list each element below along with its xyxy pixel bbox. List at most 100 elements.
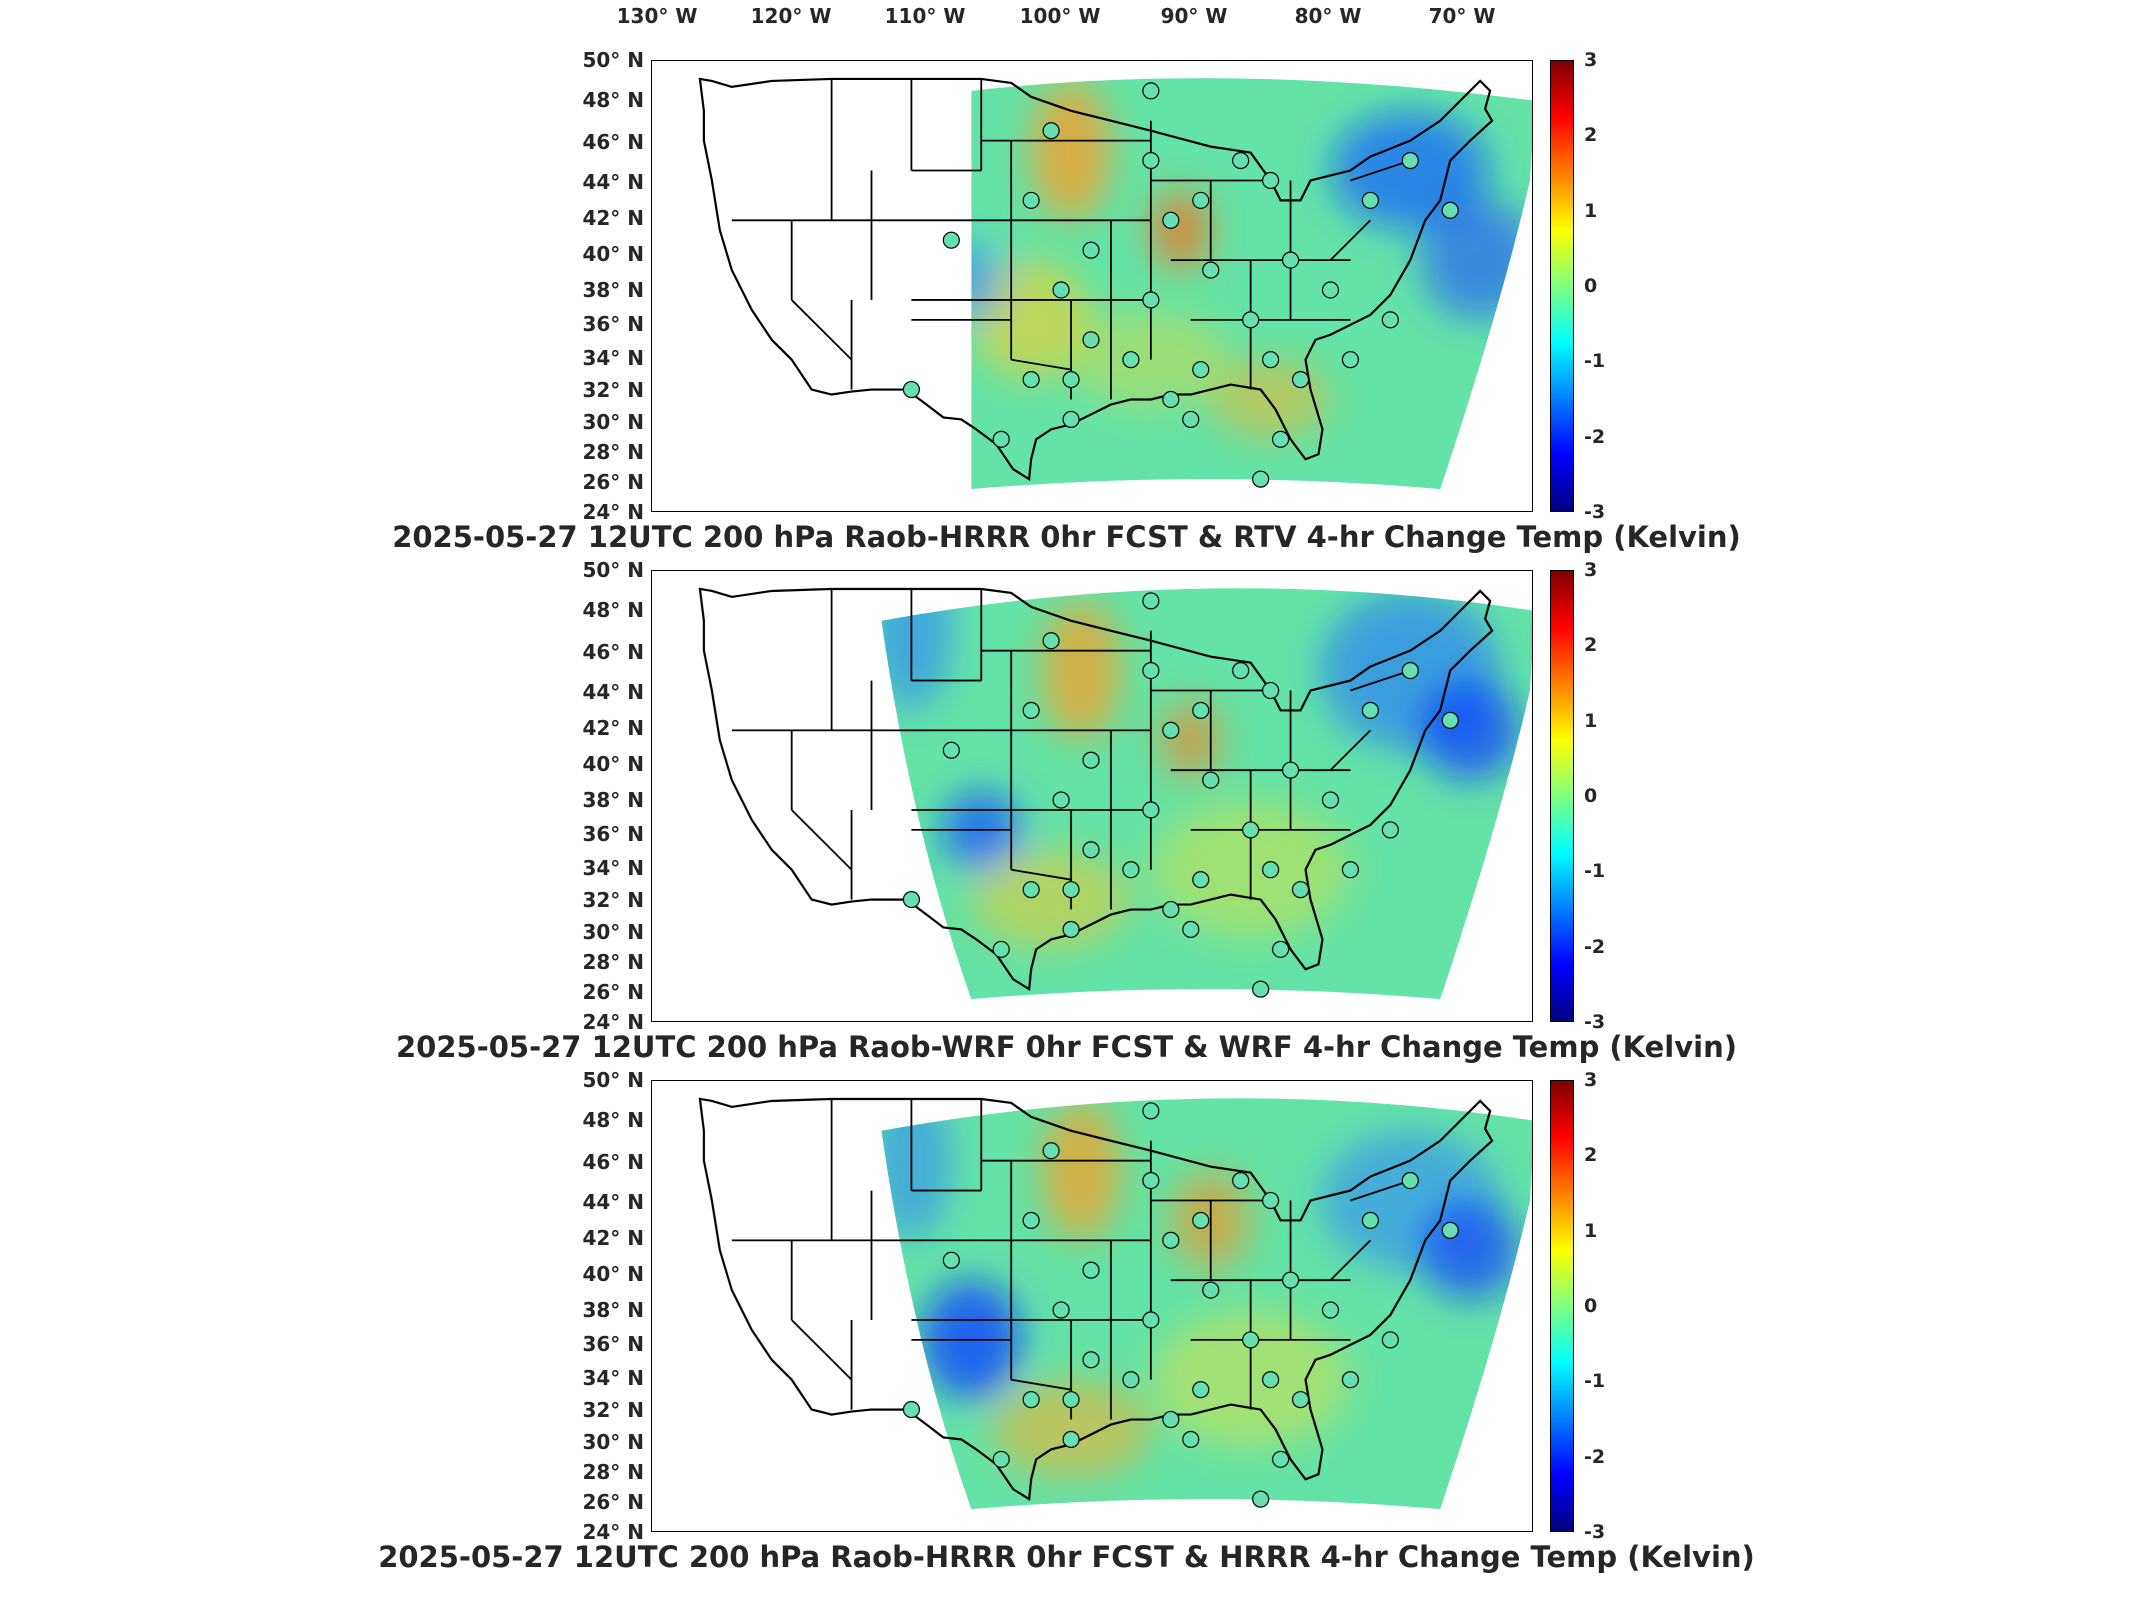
raob-station-marker: [1202, 1281, 1220, 1299]
raob-station-marker: [1242, 311, 1260, 329]
colorbar-tick-label: -2: [1584, 425, 1606, 448]
lat-label: 34° N: [582, 856, 644, 880]
raob-station-marker: [1242, 821, 1260, 839]
colorbar-tick-label: 0: [1584, 1295, 1598, 1317]
field-anomaly: [1150, 190, 1211, 271]
lat-label: 24° N: [582, 1520, 644, 1544]
raob-station-marker: [992, 430, 1010, 448]
raob-station-marker: [1022, 1391, 1040, 1409]
colorbar-tick-label: -2: [1584, 1445, 1606, 1468]
raob-station-marker: [1062, 920, 1080, 938]
raob-station-marker: [992, 940, 1010, 958]
colorbar-tick-label: -1: [1584, 350, 1606, 373]
panel-title: 2025-05-27 12UTC 200 hPa Raob-HRRR 0hr F…: [378, 1540, 1755, 1574]
raob-station-marker: [1122, 861, 1140, 879]
lat-label: 28° N: [582, 1460, 644, 1484]
raob-station-marker: [1202, 261, 1220, 279]
lat-label: 26° N: [582, 470, 644, 494]
raob-station-marker: [1192, 1381, 1210, 1399]
raob-station-marker: [1022, 371, 1040, 389]
raob-station-marker: [1262, 1191, 1280, 1210]
coastline: [698, 1097, 1494, 1502]
raob-station-marker: [902, 380, 920, 399]
map-axes: [651, 1080, 1533, 1532]
raob-station-marker: [1401, 151, 1419, 170]
lat-label: 36° N: [582, 312, 644, 336]
raob-station-marker: [1361, 191, 1379, 209]
temperature-field: [971, 78, 1532, 490]
map-axes: [651, 570, 1533, 1022]
lat-label: 34° N: [582, 346, 644, 370]
raob-station-marker: [1271, 430, 1290, 448]
raob-station-marker: [1162, 721, 1180, 739]
raob-station-marker: [1022, 881, 1040, 899]
colorbar-tick-label: 0: [1584, 785, 1598, 807]
state-border: [1350, 669, 1411, 692]
lon-label-120w: 120° W: [750, 4, 832, 28]
lon-label-110w: 110° W: [884, 4, 966, 28]
temperature-map: [698, 77, 1532, 490]
raob-station-marker: [1082, 751, 1100, 769]
raob-station-marker: [1321, 281, 1340, 299]
lat-label: 50° N: [582, 1068, 644, 1092]
raob-station-marker: [1022, 191, 1040, 209]
raob-station-marker: [1142, 661, 1160, 680]
lat-label: 34° N: [582, 1366, 644, 1390]
lat-label: 50° N: [582, 48, 644, 72]
raob-station-marker: [1252, 1490, 1270, 1508]
lat-label: 32° N: [582, 1398, 644, 1422]
raob-station-marker: [1052, 1301, 1070, 1319]
raob-station-marker: [902, 890, 920, 909]
lat-label: 26° N: [582, 1490, 644, 1514]
raob-station-marker: [1252, 980, 1270, 998]
raob-station-marker: [1162, 1231, 1180, 1249]
lat-label: 46° N: [582, 640, 644, 664]
lat-label: 36° N: [582, 1332, 644, 1356]
raob-station-marker: [1062, 410, 1080, 428]
raob-station-marker: [1062, 881, 1080, 899]
raob-station-marker: [992, 1450, 1010, 1468]
raob-station-marker: [1082, 1261, 1100, 1279]
raob-station-marker: [1192, 191, 1210, 209]
lat-label: 30° N: [582, 920, 644, 944]
state-border: [1350, 1179, 1411, 1202]
field-anomaly: [1041, 1100, 1121, 1241]
raob-station-marker: [1162, 211, 1180, 229]
raob-station-marker: [1192, 871, 1210, 889]
lat-label: 28° N: [582, 440, 644, 464]
raob-station-marker: [1262, 861, 1280, 879]
lat-label: 46° N: [582, 1150, 644, 1174]
raob-station-marker: [1232, 151, 1250, 170]
lat-label: 44° N: [582, 170, 644, 194]
lat-label: 24° N: [582, 500, 644, 524]
field-anomaly: [1160, 700, 1221, 781]
raob-station-marker: [1142, 801, 1160, 819]
raob-station-marker: [1062, 1430, 1080, 1448]
field-anomaly: [971, 849, 1131, 950]
colorbar-tick-label: 3: [1584, 49, 1598, 71]
lat-label: 44° N: [582, 680, 644, 704]
raob-station-marker: [1321, 1301, 1340, 1319]
raob-station-marker: [942, 741, 960, 759]
colorbar: [1550, 1080, 1574, 1532]
raob-station-marker: [1262, 681, 1280, 700]
state-border: [1011, 358, 1072, 371]
raob-station-marker: [1232, 1171, 1250, 1190]
colorbar-tick-label: -3: [1584, 501, 1606, 523]
lat-label: 32° N: [582, 888, 644, 912]
raob-station-marker: [1122, 351, 1140, 369]
raob-station-marker: [1192, 1211, 1210, 1229]
lat-label: 42° N: [582, 716, 644, 740]
raob-station-marker: [1401, 661, 1419, 680]
lat-label: 30° N: [582, 410, 644, 434]
colorbar-tick-label: 2: [1584, 124, 1598, 147]
panel-title: 2025-05-27 12UTC 200 hPa Raob-HRRR 0hr F…: [392, 520, 1741, 554]
raob-station-marker: [1142, 592, 1160, 610]
raob-station-marker: [1321, 791, 1340, 809]
state-border: [1011, 868, 1072, 881]
lat-label: 48° N: [582, 1108, 644, 1132]
lat-label: 40° N: [582, 1262, 644, 1286]
raob-station-marker: [902, 1400, 920, 1419]
raob-station-marker: [1142, 1102, 1160, 1120]
raob-station-marker: [1291, 371, 1310, 389]
